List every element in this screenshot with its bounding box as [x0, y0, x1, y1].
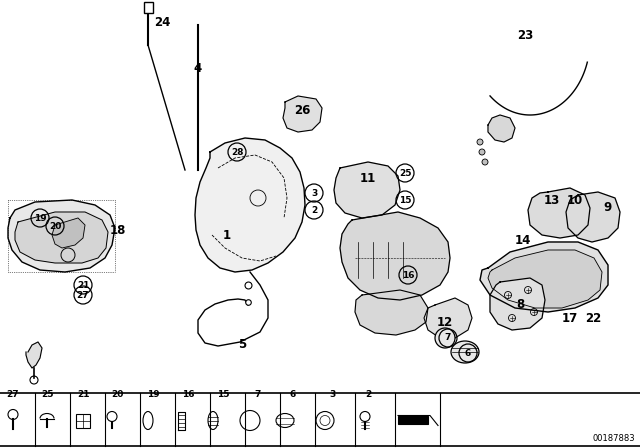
- Text: 22: 22: [585, 311, 601, 324]
- Text: 7: 7: [445, 333, 451, 343]
- Text: 1: 1: [223, 228, 231, 241]
- Polygon shape: [26, 342, 42, 368]
- Text: 12: 12: [437, 315, 453, 328]
- Text: 20: 20: [49, 221, 61, 231]
- Text: 2: 2: [311, 206, 317, 215]
- Ellipse shape: [451, 341, 479, 363]
- Text: 27: 27: [6, 390, 19, 399]
- Text: 19: 19: [34, 214, 46, 223]
- Text: 4: 4: [194, 61, 202, 74]
- Circle shape: [482, 159, 488, 165]
- Text: 16: 16: [402, 271, 414, 280]
- Text: 2: 2: [365, 390, 371, 399]
- Text: 15: 15: [217, 390, 229, 399]
- Circle shape: [435, 328, 455, 348]
- Polygon shape: [15, 212, 108, 263]
- Circle shape: [479, 149, 485, 155]
- Polygon shape: [488, 115, 515, 142]
- Polygon shape: [566, 192, 620, 242]
- Ellipse shape: [208, 412, 218, 430]
- Circle shape: [477, 139, 483, 145]
- Text: 28: 28: [231, 147, 243, 156]
- Text: 25: 25: [399, 168, 412, 177]
- Text: 00187883: 00187883: [593, 434, 635, 443]
- Text: 24: 24: [154, 16, 170, 29]
- Text: 16: 16: [182, 390, 195, 399]
- Ellipse shape: [143, 412, 153, 430]
- Text: 17: 17: [562, 311, 578, 324]
- Text: 6: 6: [465, 349, 471, 358]
- Text: 27: 27: [77, 290, 90, 300]
- Polygon shape: [355, 290, 428, 335]
- Text: 21: 21: [77, 390, 89, 399]
- Polygon shape: [8, 200, 115, 272]
- Text: 20: 20: [111, 390, 123, 399]
- Text: 8: 8: [516, 298, 524, 311]
- Bar: [76, 414, 90, 427]
- Polygon shape: [334, 162, 400, 218]
- Text: 5: 5: [238, 339, 246, 352]
- Text: 23: 23: [517, 29, 533, 42]
- Text: 6: 6: [290, 390, 296, 399]
- Polygon shape: [480, 242, 608, 312]
- FancyBboxPatch shape: [143, 1, 152, 13]
- Text: 21: 21: [77, 280, 89, 289]
- Text: 26: 26: [294, 103, 310, 116]
- Polygon shape: [52, 218, 85, 248]
- Polygon shape: [195, 138, 305, 272]
- Polygon shape: [283, 96, 322, 132]
- Text: 15: 15: [399, 195, 412, 204]
- Ellipse shape: [276, 414, 294, 427]
- Text: 11: 11: [360, 172, 376, 185]
- Text: 13: 13: [544, 194, 560, 207]
- Polygon shape: [340, 212, 450, 300]
- Bar: [398, 415, 428, 423]
- Text: 7: 7: [255, 390, 261, 399]
- Text: 18: 18: [110, 224, 126, 237]
- Text: 10: 10: [567, 194, 583, 207]
- Text: 3: 3: [311, 189, 317, 198]
- Text: 19: 19: [147, 390, 159, 399]
- Text: 9: 9: [604, 201, 612, 214]
- Polygon shape: [490, 278, 545, 330]
- Polygon shape: [424, 298, 472, 338]
- Text: 25: 25: [41, 390, 53, 399]
- Polygon shape: [528, 188, 590, 238]
- Polygon shape: [488, 250, 602, 308]
- Text: 14: 14: [515, 233, 531, 246]
- Text: 3: 3: [330, 390, 336, 399]
